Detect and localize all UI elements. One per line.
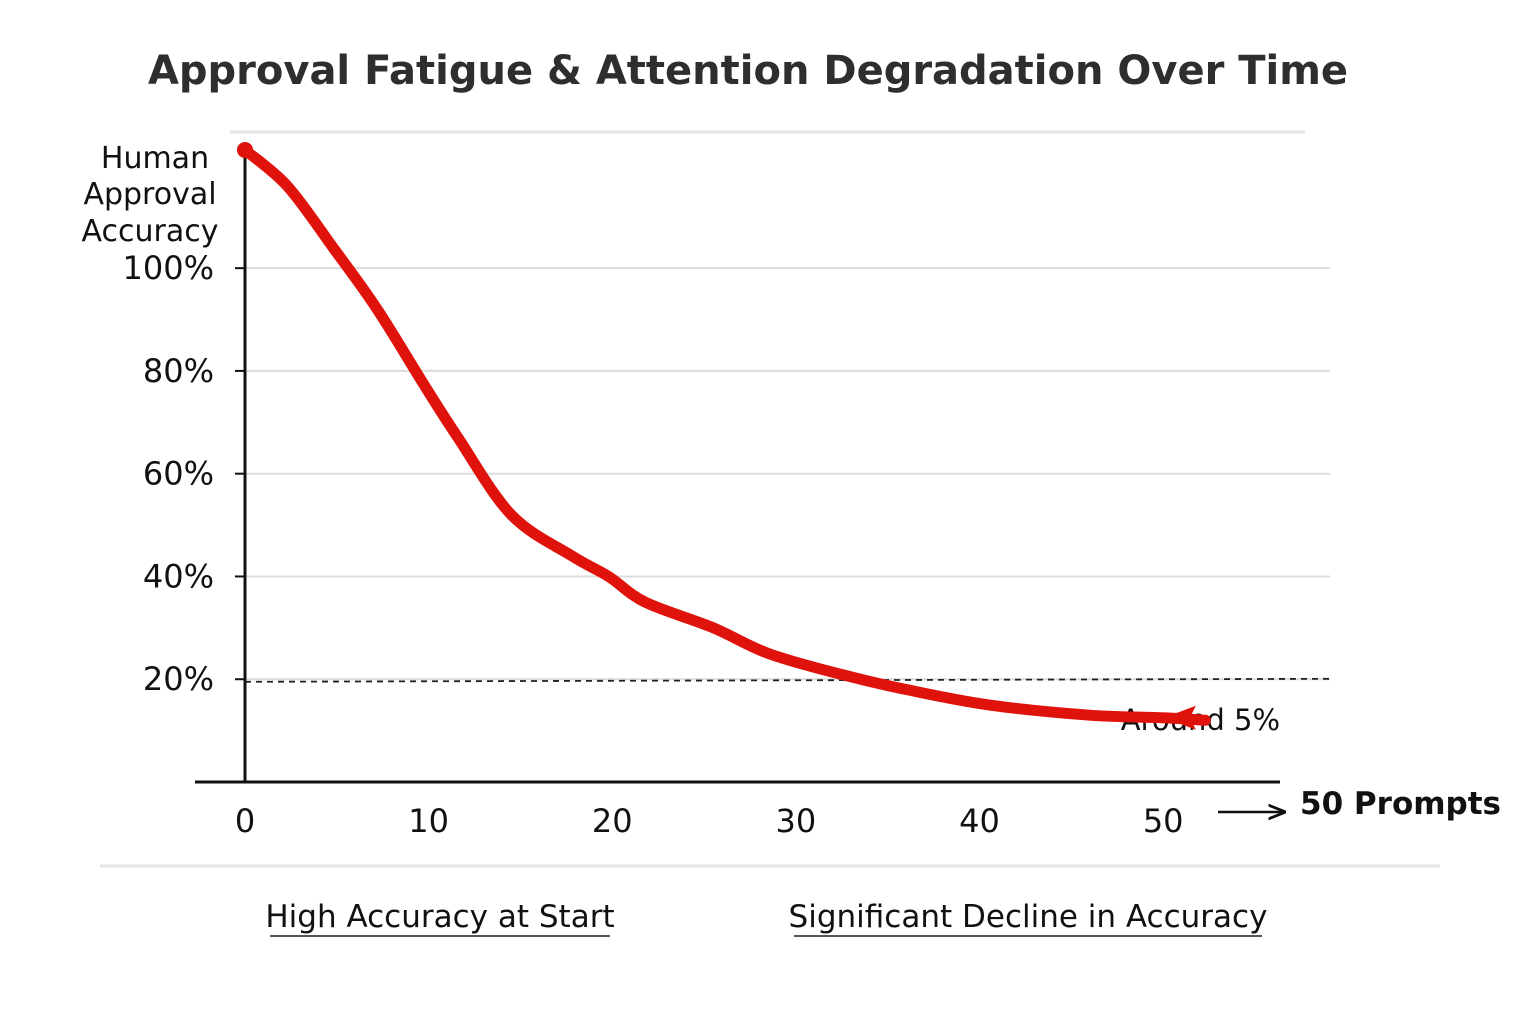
grid-lines (245, 267, 1330, 681)
x-tick-label: 30 (776, 802, 817, 840)
y-tick-label: 100% (123, 249, 214, 287)
x-ticks: 0 10 20 30 40 50 (235, 802, 1184, 840)
note-significant-decline: Significant Decline in Accuracy (789, 899, 1268, 935)
accuracy-series-line (239, 144, 1211, 726)
y-axis-label-line: Accuracy (82, 214, 219, 249)
y-tick-label: 20% (143, 660, 214, 698)
y-tick-label: 40% (143, 557, 214, 595)
x-tick-label: 50 (1143, 802, 1184, 840)
y-axis-label-line: Human (101, 141, 209, 176)
y-axis-label: Human Approval Accuracy (82, 141, 219, 249)
x-tick-label: 0 (235, 802, 255, 840)
reference-line (244, 677, 1333, 683)
x-axis-label: 50 Prompts (1300, 786, 1501, 822)
y-axis-label-line: Approval (83, 177, 216, 212)
series-end-arrowhead (1163, 705, 1196, 730)
chart-title: Approval Fatigue & Attention Degradation… (148, 48, 1348, 94)
x-tick-label: 40 (959, 802, 1000, 840)
y-tick-label: 80% (143, 352, 214, 390)
x-tick-label: 20 (592, 802, 633, 840)
y-tick-label: 60% (143, 455, 214, 493)
y-ticks: 20% 40% 60% 80% 100% (123, 249, 245, 698)
start-point (237, 141, 253, 158)
note-high-accuracy: High Accuracy at Start (265, 899, 614, 935)
x-tick-label: 10 (408, 802, 449, 840)
